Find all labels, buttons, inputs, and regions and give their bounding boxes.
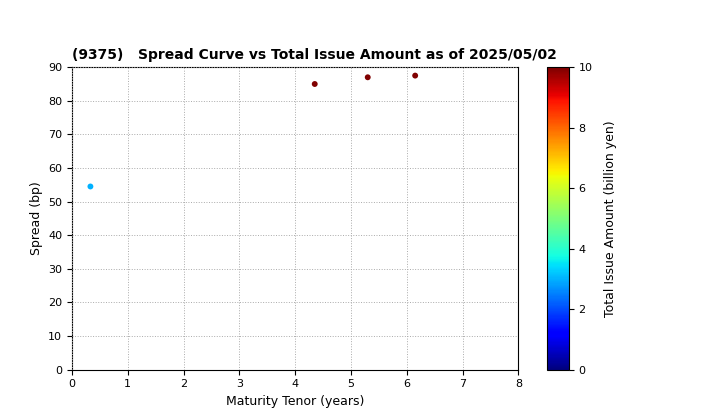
X-axis label: Maturity Tenor (years): Maturity Tenor (years) bbox=[226, 395, 364, 408]
Point bbox=[309, 81, 320, 87]
Y-axis label: Spread (bp): Spread (bp) bbox=[30, 181, 42, 255]
Point bbox=[85, 183, 96, 190]
Y-axis label: Total Issue Amount (billion yen): Total Issue Amount (billion yen) bbox=[603, 120, 616, 317]
Text: (9375)   Spread Curve vs Total Issue Amount as of 2025/05/02: (9375) Spread Curve vs Total Issue Amoun… bbox=[72, 48, 557, 62]
Point bbox=[362, 74, 374, 81]
Point bbox=[410, 72, 421, 79]
